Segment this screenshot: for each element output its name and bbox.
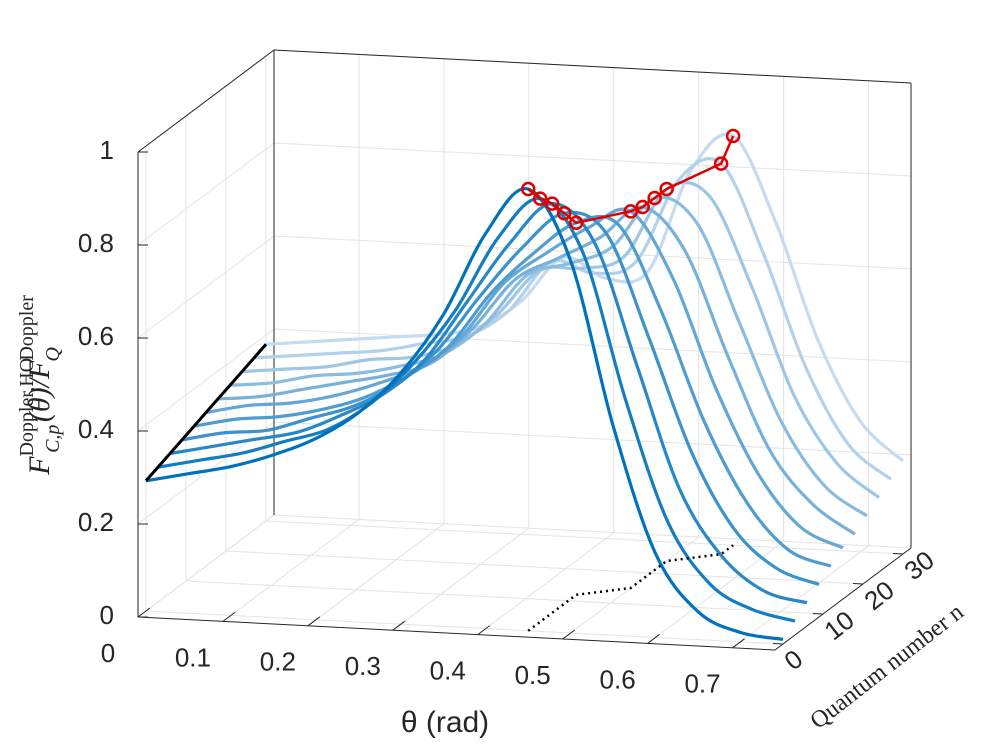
series-line bbox=[181, 210, 820, 586]
series-line bbox=[265, 132, 905, 463]
series-line bbox=[241, 180, 881, 499]
z-label-sub: Q bbox=[42, 347, 64, 362]
peak-marker bbox=[623, 204, 638, 219]
y-tick bbox=[772, 643, 784, 645]
x-tick bbox=[222, 612, 236, 622]
z-label-sup: Doppler bbox=[16, 295, 38, 361]
grid-line bbox=[307, 523, 445, 627]
peak-marker bbox=[659, 181, 674, 197]
series-line bbox=[253, 157, 893, 481]
grid-line bbox=[392, 527, 530, 631]
curves bbox=[144, 128, 905, 641]
peak-marker bbox=[635, 199, 650, 215]
grid-line bbox=[222, 519, 360, 622]
axes-box bbox=[137, 49, 912, 651]
y-tick bbox=[852, 583, 864, 585]
z-tick-label: 0.4 bbox=[78, 414, 114, 444]
grid-line bbox=[225, 550, 864, 585]
series-line bbox=[229, 195, 868, 518]
y-tick-label: 20 bbox=[858, 575, 899, 616]
peak-projection bbox=[527, 544, 734, 632]
z-label-sup: Doppler,HO bbox=[16, 358, 38, 457]
x-tick-label: 0 bbox=[101, 638, 115, 668]
x-axis-line bbox=[137, 616, 776, 651]
z-tick-label: 0 bbox=[100, 600, 114, 630]
start-line bbox=[144, 343, 268, 482]
x-tick bbox=[732, 638, 745, 649]
series-line bbox=[217, 205, 856, 536]
grid-line bbox=[137, 514, 275, 618]
z-label-part: (θ)/F bbox=[23, 360, 56, 422]
z-axis-label: FDoppler,HO C,p (θ)/FDoppler Q bbox=[16, 295, 64, 476]
peak-marker bbox=[544, 196, 560, 211]
grid-line bbox=[273, 142, 912, 177]
peak-marker bbox=[520, 181, 536, 197]
series-line bbox=[169, 201, 808, 605]
series-line bbox=[145, 187, 784, 641]
series-line bbox=[157, 197, 796, 623]
z-label-part: F bbox=[23, 456, 56, 476]
y-tick-label: 0 bbox=[778, 644, 808, 677]
peak-marker bbox=[647, 190, 662, 206]
grid-line bbox=[137, 328, 275, 432]
x-tick bbox=[307, 616, 321, 627]
series-line bbox=[193, 215, 832, 568]
z-tick-label: 1 bbox=[100, 135, 114, 165]
box-edge bbox=[137, 49, 275, 153]
x-axis-label: θ (rad) bbox=[401, 706, 489, 739]
grid-line bbox=[145, 610, 784, 645]
x-tick-label: 0.2 bbox=[260, 647, 296, 677]
peak-line bbox=[527, 135, 735, 225]
grid-line bbox=[732, 545, 869, 649]
x-tick-label: 0.1 bbox=[175, 642, 211, 672]
grid-line bbox=[273, 235, 912, 270]
x-tick bbox=[562, 629, 575, 640]
grid-line bbox=[137, 421, 275, 525]
x-tick bbox=[477, 625, 491, 635]
box-edge bbox=[273, 49, 912, 84]
grid-line bbox=[137, 235, 275, 339]
x-tick-label: 0.3 bbox=[345, 651, 381, 681]
peak-marker bbox=[556, 205, 572, 221]
x-tick-label: 0.4 bbox=[430, 655, 466, 685]
x-tick-label: 0.7 bbox=[684, 669, 720, 699]
grid bbox=[137, 49, 912, 649]
x-tick bbox=[137, 607, 151, 618]
grid-line bbox=[477, 532, 615, 635]
x-tick bbox=[392, 620, 406, 631]
y-tick-label: 30 bbox=[898, 545, 939, 586]
grid-line bbox=[273, 514, 912, 549]
grid-line bbox=[265, 520, 904, 555]
z-tick-label: 0.8 bbox=[78, 228, 114, 258]
grid-line bbox=[185, 580, 824, 615]
x-tick-label: 0.6 bbox=[600, 664, 636, 694]
peak-marker bbox=[568, 215, 584, 231]
series-line bbox=[205, 207, 844, 550]
z-label-spacer bbox=[23, 345, 56, 348]
grid-line bbox=[137, 142, 275, 246]
peak-marker bbox=[532, 191, 548, 206]
y-tick bbox=[892, 553, 904, 555]
peak-marker bbox=[713, 156, 729, 171]
x-tick-label: 0.5 bbox=[515, 660, 551, 690]
z-tick-label: 0.6 bbox=[78, 321, 114, 351]
x-tick bbox=[647, 634, 660, 644]
peak-marker bbox=[725, 128, 741, 144]
z-tick-label: 0.2 bbox=[78, 507, 114, 537]
y-axis-line bbox=[774, 547, 912, 651]
y-tick-label: 10 bbox=[818, 605, 859, 646]
grid-line bbox=[273, 421, 912, 456]
y-tick bbox=[812, 613, 824, 615]
z-label-sub: C,p bbox=[42, 425, 64, 453]
